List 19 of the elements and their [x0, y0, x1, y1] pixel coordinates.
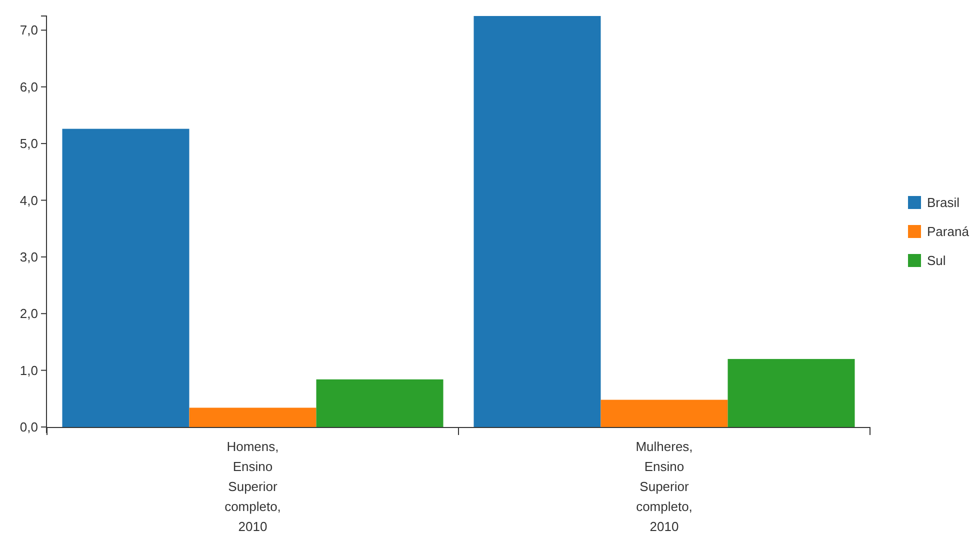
y-tick-label: 0,0	[20, 420, 38, 435]
bar	[600, 400, 728, 427]
y-tick-label: 6,0	[20, 79, 38, 94]
y-tick-label: 5,0	[20, 136, 38, 152]
x-tick-label: Mulheres, Ensino Superior completo, 2010	[636, 439, 693, 534]
bar	[316, 379, 444, 427]
y-tick-label: 3,0	[20, 249, 38, 264]
y-tick-label: 1,0	[20, 362, 38, 378]
legend-label: Brasil	[927, 195, 960, 210]
y-tick-label: 4,0	[20, 192, 38, 208]
x-tick-label: Homens, Ensino Superior completo, 2010	[224, 439, 281, 534]
bar	[189, 408, 316, 427]
legend-label: Sul	[927, 253, 946, 268]
bar	[728, 358, 855, 427]
legend-label: Paraná	[927, 224, 970, 240]
y-tick-label: 7,0	[20, 22, 38, 38]
bar	[474, 16, 601, 427]
y-tick-label: 2,0	[20, 306, 38, 322]
bar	[62, 128, 190, 427]
